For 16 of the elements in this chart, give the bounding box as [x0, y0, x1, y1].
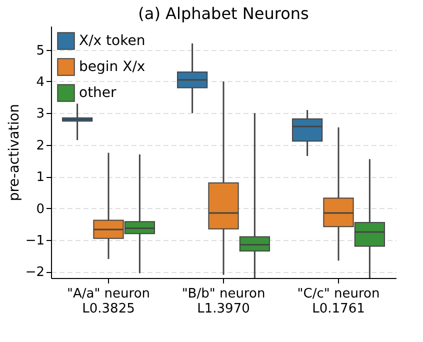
chart-title: (a) Alphabet Neurons: [138, 4, 309, 23]
x-tick-label: "B/b" neuron L1.3970: [182, 286, 266, 316]
y-tick-label: 5: [36, 43, 44, 58]
y-axis-title: pre-activation: [6, 104, 22, 202]
legend-label: X/x token: [79, 33, 146, 49]
y-tick-label: 4: [36, 74, 44, 90]
y-tick-label: 1: [36, 170, 44, 186]
y-tick-label: 0: [36, 202, 44, 217]
y-tick-label: −2: [25, 265, 44, 280]
y-tick-label: −1: [25, 233, 44, 248]
y-tick-label: 2: [36, 138, 44, 154]
y-tick-label: 3: [36, 106, 44, 122]
legend-label: other: [79, 85, 117, 101]
x-tick-label: "A/a" neuron L0.3825: [66, 286, 150, 316]
legend-label: begin X/x: [79, 59, 146, 75]
x-tick-label: "C/c" neuron L0.1761: [297, 286, 380, 316]
